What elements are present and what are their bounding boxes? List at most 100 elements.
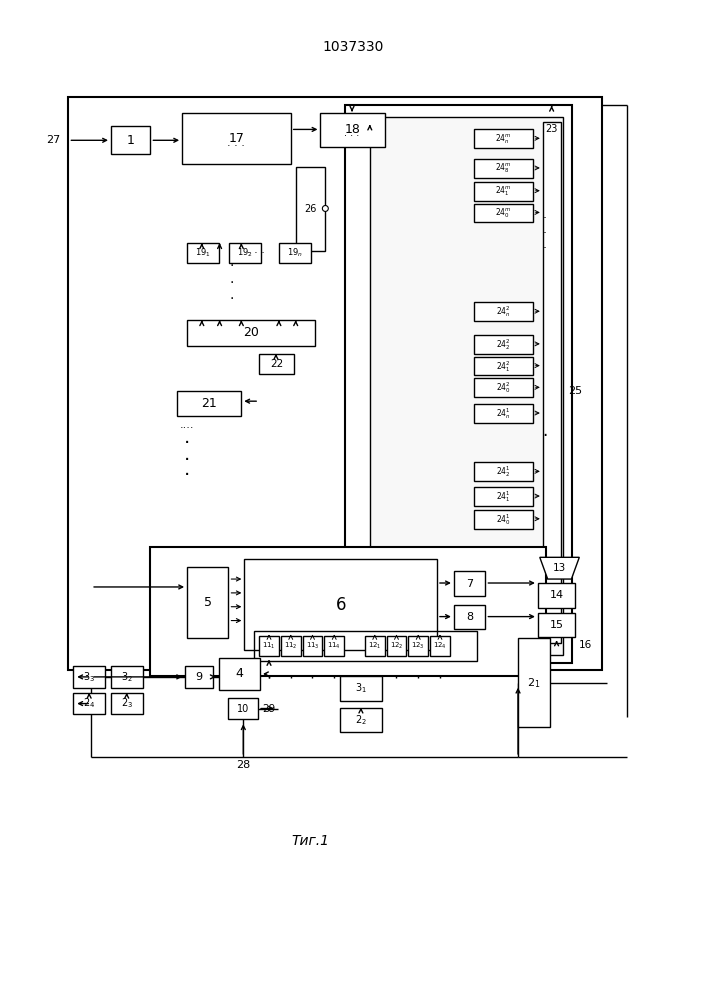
Text: $3_1$: $3_1$ xyxy=(355,681,367,695)
Text: 21: 21 xyxy=(201,397,217,410)
Bar xyxy=(474,462,533,481)
Text: $2_4$: $2_4$ xyxy=(83,697,95,710)
Bar xyxy=(245,559,437,650)
Text: ·: · xyxy=(184,434,190,453)
Text: $2_2$: $2_2$ xyxy=(355,713,367,727)
Text: · · ·: · · · xyxy=(228,141,245,151)
Text: $11_1$: $11_1$ xyxy=(262,641,276,651)
Bar xyxy=(182,113,291,164)
Bar xyxy=(474,335,533,354)
Text: 29: 29 xyxy=(262,704,275,714)
Bar xyxy=(454,571,486,596)
Bar xyxy=(259,636,279,656)
Bar xyxy=(474,302,533,321)
Text: $24^2_0$: $24^2_0$ xyxy=(496,380,510,395)
Text: $12_4$: $12_4$ xyxy=(433,641,447,651)
Text: $24^m_8$: $24^m_8$ xyxy=(495,162,512,175)
Text: $3_2$: $3_2$ xyxy=(121,670,133,684)
Bar xyxy=(218,658,260,690)
Bar xyxy=(320,113,385,147)
Bar xyxy=(74,693,105,714)
Bar xyxy=(543,122,561,643)
Bar xyxy=(340,676,382,701)
Text: 9: 9 xyxy=(195,672,202,682)
Text: 4: 4 xyxy=(235,667,243,680)
Text: Τиг.1: Τиг.1 xyxy=(291,834,329,848)
Bar xyxy=(518,638,549,727)
Bar xyxy=(228,698,258,719)
Text: 23: 23 xyxy=(545,124,558,134)
Bar xyxy=(345,105,573,663)
Text: 6: 6 xyxy=(335,596,346,614)
Text: $19_2$: $19_2$ xyxy=(238,247,253,259)
Bar xyxy=(111,666,143,688)
Text: ····: ···· xyxy=(180,423,194,433)
Text: 28: 28 xyxy=(236,760,250,770)
Text: $12_3$: $12_3$ xyxy=(411,641,425,651)
Text: $2_3$: $2_3$ xyxy=(121,697,133,710)
Bar xyxy=(187,567,228,638)
Bar xyxy=(296,167,325,251)
Bar xyxy=(474,182,533,201)
Text: $24^1_2$: $24^1_2$ xyxy=(496,464,510,479)
Text: 7: 7 xyxy=(466,579,473,589)
Text: $24^1_0$: $24^1_0$ xyxy=(496,512,510,527)
Text: $11_4$: $11_4$ xyxy=(327,641,341,651)
Text: 25: 25 xyxy=(568,386,583,396)
Bar xyxy=(474,204,533,222)
Polygon shape xyxy=(539,557,579,579)
Bar xyxy=(538,613,575,637)
Text: 1: 1 xyxy=(127,134,134,147)
Text: ·: · xyxy=(184,451,190,470)
Text: $24^2_1$: $24^2_1$ xyxy=(496,359,510,374)
Text: $19_1$: $19_1$ xyxy=(195,247,211,259)
Bar xyxy=(259,354,293,374)
Text: $24^1_1$: $24^1_1$ xyxy=(496,489,510,504)
Bar xyxy=(187,243,218,263)
Text: 17: 17 xyxy=(228,132,245,145)
Bar xyxy=(185,666,213,688)
Bar xyxy=(151,547,546,676)
Text: · · ·: · · · xyxy=(247,248,265,258)
Bar xyxy=(230,243,261,263)
Text: $19_n$: $19_n$ xyxy=(286,247,303,259)
Text: 27: 27 xyxy=(46,135,61,145)
Text: 5: 5 xyxy=(204,596,211,609)
Text: $24^2_2$: $24^2_2$ xyxy=(496,337,510,352)
Text: $11_2$: $11_2$ xyxy=(284,641,298,651)
Text: 22: 22 xyxy=(270,359,283,369)
Bar xyxy=(430,636,450,656)
Bar xyxy=(474,129,533,148)
Text: ·: · xyxy=(184,466,190,485)
Bar xyxy=(474,487,533,506)
Bar xyxy=(370,117,563,655)
Bar xyxy=(111,693,143,714)
Bar xyxy=(325,636,344,656)
Text: $12_1$: $12_1$ xyxy=(368,641,382,651)
Bar xyxy=(409,636,428,656)
Bar xyxy=(474,510,533,529)
Bar xyxy=(474,159,533,178)
Bar xyxy=(340,708,382,732)
Text: $11_3$: $11_3$ xyxy=(305,641,320,651)
Text: $3_3$: $3_3$ xyxy=(83,670,95,684)
Bar xyxy=(281,636,300,656)
Text: 13: 13 xyxy=(553,563,566,573)
Text: $24^m_n$: $24^m_n$ xyxy=(495,132,512,146)
Text: 18: 18 xyxy=(344,123,361,136)
Text: 10: 10 xyxy=(237,704,250,714)
Bar xyxy=(255,631,477,661)
Bar xyxy=(387,636,407,656)
Bar xyxy=(279,243,310,263)
Text: 8: 8 xyxy=(466,612,473,622)
Text: ·
·
·: · · · xyxy=(543,212,547,255)
Text: 20: 20 xyxy=(243,326,259,339)
Text: ·: · xyxy=(542,427,547,445)
Bar xyxy=(474,404,533,423)
Bar xyxy=(454,605,486,629)
Text: $24^1_n$: $24^1_n$ xyxy=(496,406,510,421)
Text: · · ·: · · · xyxy=(344,131,360,141)
Circle shape xyxy=(322,206,328,211)
Bar xyxy=(74,666,105,688)
Bar xyxy=(111,126,151,154)
